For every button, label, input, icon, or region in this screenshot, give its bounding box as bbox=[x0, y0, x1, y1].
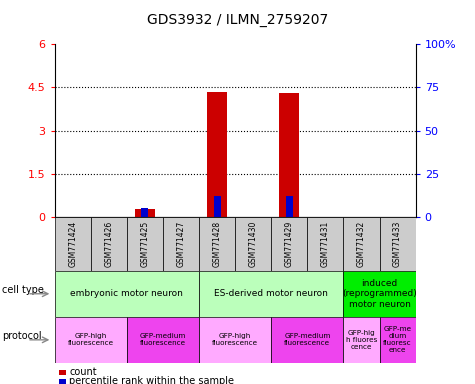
Text: GSM771425: GSM771425 bbox=[141, 221, 149, 267]
Text: GFP-hig
h fluores
cence: GFP-hig h fluores cence bbox=[346, 330, 377, 350]
Bar bbox=[271, 317, 343, 363]
Text: GSM771427: GSM771427 bbox=[177, 221, 185, 267]
Text: GFP-high
fluorescence: GFP-high fluorescence bbox=[212, 333, 258, 346]
Text: GFP-medium
fluorescence: GFP-medium fluorescence bbox=[140, 333, 186, 346]
Bar bbox=[199, 217, 235, 271]
Text: GFP-medium
fluorescence: GFP-medium fluorescence bbox=[284, 333, 331, 346]
Bar bbox=[235, 217, 271, 271]
Bar bbox=[279, 93, 299, 217]
Bar bbox=[343, 217, 380, 271]
Bar bbox=[307, 217, 343, 271]
Text: GDS3932 / ILMN_2759207: GDS3932 / ILMN_2759207 bbox=[147, 13, 328, 27]
Bar bbox=[55, 317, 127, 363]
Text: GFP-me
dium
fluoresc
ence: GFP-me dium fluoresc ence bbox=[383, 326, 412, 353]
Bar bbox=[55, 271, 199, 317]
Bar bbox=[91, 217, 127, 271]
Text: GSM771430: GSM771430 bbox=[249, 221, 257, 267]
Text: GFP-high
fluorescence: GFP-high fluorescence bbox=[67, 333, 114, 346]
Bar bbox=[214, 196, 220, 217]
Text: GSM771429: GSM771429 bbox=[285, 221, 294, 267]
Bar bbox=[343, 271, 416, 317]
Text: count: count bbox=[69, 367, 97, 377]
Text: cell type: cell type bbox=[2, 285, 44, 295]
Bar bbox=[127, 217, 163, 271]
Bar bbox=[163, 217, 199, 271]
Text: GSM771424: GSM771424 bbox=[68, 221, 77, 267]
Bar bbox=[199, 317, 271, 363]
Text: protocol: protocol bbox=[2, 331, 42, 341]
Bar bbox=[199, 271, 343, 317]
Text: GSM771431: GSM771431 bbox=[321, 221, 330, 267]
Bar bbox=[380, 217, 416, 271]
Bar bbox=[127, 317, 199, 363]
Text: GSM771433: GSM771433 bbox=[393, 221, 402, 267]
Text: GSM771426: GSM771426 bbox=[104, 221, 113, 267]
Text: percentile rank within the sample: percentile rank within the sample bbox=[69, 376, 234, 384]
Bar bbox=[55, 217, 91, 271]
Bar bbox=[380, 317, 416, 363]
Bar bbox=[142, 209, 148, 217]
Bar bbox=[286, 196, 293, 217]
Bar bbox=[135, 209, 155, 217]
Bar bbox=[271, 217, 307, 271]
Bar bbox=[207, 92, 227, 217]
Text: induced
(reprogrammed)
motor neuron: induced (reprogrammed) motor neuron bbox=[342, 279, 417, 309]
Text: GSM771428: GSM771428 bbox=[213, 221, 221, 267]
Bar bbox=[343, 317, 380, 363]
Text: ES-derived motor neuron: ES-derived motor neuron bbox=[214, 289, 328, 298]
Text: GSM771432: GSM771432 bbox=[357, 221, 366, 267]
Text: embryonic motor neuron: embryonic motor neuron bbox=[70, 289, 183, 298]
